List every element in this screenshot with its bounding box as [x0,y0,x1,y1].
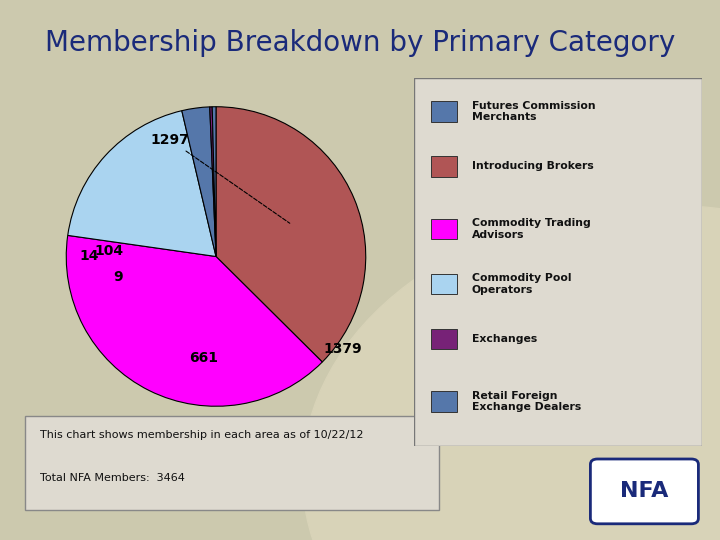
Text: 9: 9 [114,271,123,285]
Text: 1297: 1297 [150,133,289,223]
Bar [431,274,457,294]
Text: Futures Commission
Merchants: Futures Commission Merchants [472,100,595,122]
Text: Commodity Trading
Advisors: Commodity Trading Advisors [472,218,590,240]
Wedge shape [66,235,323,406]
Wedge shape [212,107,216,256]
Bar [431,101,457,122]
Text: 1379: 1379 [324,342,362,356]
Text: This chart shows membership in each area as of 10/22/12: This chart shows membership in each area… [40,430,363,440]
Text: 14: 14 [80,249,99,264]
Text: Membership Breakdown by Primary Category: Membership Breakdown by Primary Category [45,29,675,57]
Text: Introducing Brokers: Introducing Brokers [472,161,593,171]
Wedge shape [68,111,216,256]
Wedge shape [216,107,366,362]
Text: 104: 104 [94,244,123,258]
Text: Retail Foreign
Exchange Dealers: Retail Foreign Exchange Dealers [472,390,581,412]
Text: NFA: NFA [620,481,669,502]
Circle shape [302,205,720,540]
Bar [431,219,457,239]
Text: 661: 661 [189,352,218,366]
Text: Total NFA Members:  3464: Total NFA Members: 3464 [40,473,184,483]
Wedge shape [182,107,216,256]
Text: Commodity Pool
Operators: Commodity Pool Operators [472,273,571,295]
Text: Exchanges: Exchanges [472,334,537,344]
FancyBboxPatch shape [590,459,698,524]
Bar [431,156,457,177]
FancyBboxPatch shape [414,78,702,446]
FancyBboxPatch shape [25,416,439,510]
Bar [431,329,457,349]
Bar [431,391,457,411]
Wedge shape [210,107,216,256]
